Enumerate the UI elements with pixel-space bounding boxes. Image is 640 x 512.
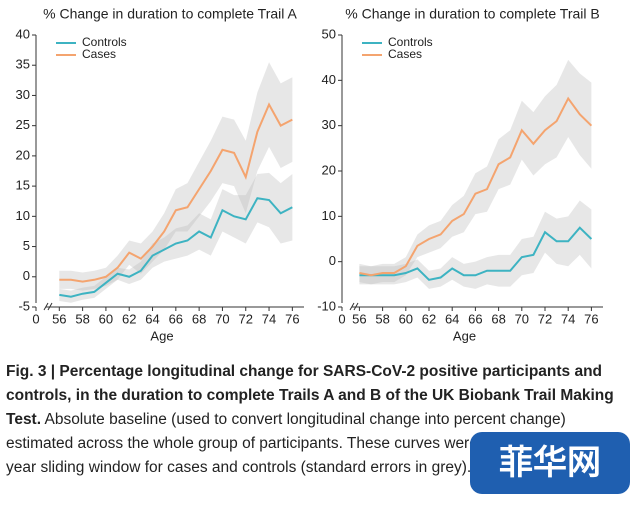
x-tick-label: 62 — [422, 311, 436, 326]
y-tick-label: 10 — [16, 208, 30, 223]
y-tick-label: 5 — [23, 238, 30, 253]
y-tick-label: 30 — [322, 117, 336, 132]
x-tick-label: 72 — [538, 311, 552, 326]
x-tick-label: 68 — [192, 311, 206, 326]
y-tick-label: 30 — [16, 87, 30, 102]
x-tick-label: 56 — [352, 311, 366, 326]
x-tick-label: 66 — [169, 311, 183, 326]
x-tick-label: 60 — [399, 311, 413, 326]
x-tick-label: 66 — [468, 311, 482, 326]
x-tick-label: 76 — [584, 311, 598, 326]
watermark: 菲华网 — [470, 432, 630, 494]
y-tick-label: 15 — [16, 178, 30, 193]
line — [359, 226, 593, 281]
x-axis-label: Age — [453, 328, 476, 343]
figure: % Change in duration to complete Trail A… — [16, 6, 603, 343]
y-tick-label: 40 — [322, 72, 336, 87]
x-tick-label: 70 — [515, 311, 529, 326]
y-tick-label: 10 — [322, 208, 336, 223]
error-band — [59, 172, 293, 303]
x-tick-label: 58 — [375, 311, 389, 326]
error-band — [359, 200, 592, 289]
x-axis-label: Age — [150, 328, 173, 343]
x-tick-label: 60 — [99, 311, 113, 326]
axis-break — [349, 302, 359, 311]
axis-break — [43, 302, 53, 311]
x-tick-label: 64 — [445, 311, 459, 326]
line — [359, 96, 593, 277]
y-tick-label: 0 — [329, 253, 336, 268]
y-tick-label: 0 — [23, 268, 30, 283]
legend-label: Controls — [388, 35, 433, 49]
x-tick-label: 0 — [32, 311, 39, 326]
x-tick-label: 74 — [561, 311, 575, 326]
chart-title: % Change in duration to complete Trail A — [43, 6, 297, 22]
caption: Fig. 3 | Percentage longitudinal change … — [6, 360, 634, 480]
x-tick-label: 68 — [491, 311, 505, 326]
x-tick-label: 70 — [215, 311, 229, 326]
chart-title: % Change in duration to complete Trail B — [345, 6, 599, 22]
y-tick-label: 40 — [16, 26, 30, 41]
x-tick-label: 64 — [145, 311, 159, 326]
y-tick-label: 35 — [16, 57, 30, 72]
x-tick-label: 72 — [239, 311, 253, 326]
x-tick-label: 74 — [262, 311, 276, 326]
y-tick-label: 25 — [16, 117, 30, 132]
x-tick-label: 62 — [122, 311, 136, 326]
line — [59, 197, 293, 298]
x-tick-label: 0 — [338, 311, 345, 326]
y-tick-label: 20 — [322, 162, 336, 177]
error-band — [359, 59, 592, 285]
y-tick-label: -5 — [18, 298, 30, 313]
y-tick-label: -10 — [317, 298, 336, 313]
y-tick-label: 50 — [322, 26, 336, 41]
caption-bold: Fig. 3 | Percentage longitudinal change … — [6, 363, 614, 428]
caption-text: Absolute baseline (used to convert longi… — [6, 411, 615, 476]
x-tick-label: 76 — [285, 311, 299, 326]
legend-label: Cases — [82, 47, 116, 61]
legend-label: Cases — [388, 47, 422, 61]
x-tick-label: 58 — [75, 311, 89, 326]
y-tick-label: 20 — [16, 147, 30, 162]
line — [59, 102, 293, 283]
legend-label: Controls — [82, 35, 127, 49]
x-tick-label: 56 — [52, 311, 66, 326]
